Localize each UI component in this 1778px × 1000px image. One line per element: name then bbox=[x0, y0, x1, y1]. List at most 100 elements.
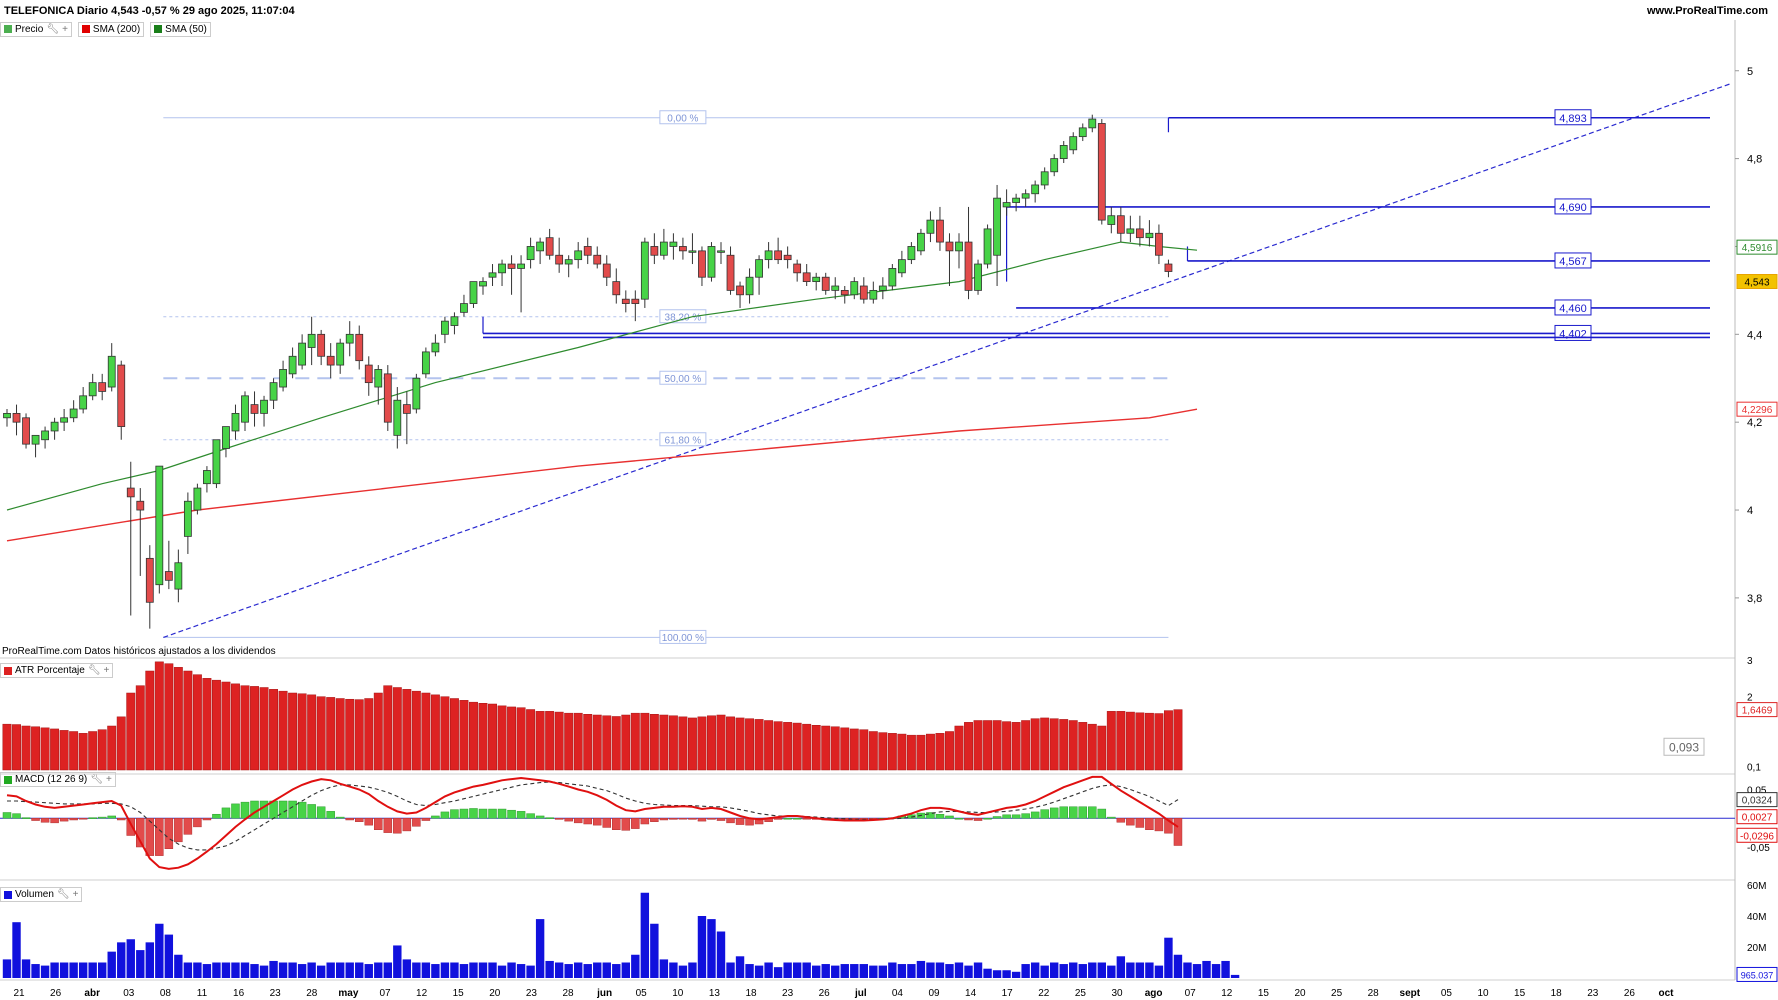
macd-signal-line bbox=[7, 781, 1179, 851]
volume-bar bbox=[716, 931, 726, 978]
fib-label-box bbox=[659, 370, 707, 385]
macd-value-tag-box bbox=[1736, 827, 1778, 843]
macd-hist-bar bbox=[126, 818, 136, 836]
macd-hist-bar bbox=[231, 803, 240, 819]
last-price-tag: 4,543 bbox=[1744, 278, 1769, 289]
date-tick-label: 07 bbox=[379, 988, 391, 999]
atr-bar bbox=[192, 674, 202, 771]
candle-body bbox=[126, 487, 135, 498]
candle-body bbox=[364, 364, 373, 384]
atr-bar bbox=[554, 711, 564, 771]
atr-box bbox=[1663, 737, 1705, 756]
volume-bar bbox=[107, 951, 116, 978]
candle-body bbox=[545, 237, 554, 256]
fib-label-box bbox=[659, 432, 707, 447]
wrench-icon[interactable]: 🔧︎ bbox=[87, 665, 101, 676]
plus-icon[interactable]: + bbox=[103, 665, 110, 676]
candle-body bbox=[98, 382, 107, 392]
volume-bar bbox=[878, 965, 888, 978]
date-tick-label: 23 bbox=[1587, 988, 1599, 999]
macd-hist-bar bbox=[259, 800, 269, 819]
atr-bar bbox=[316, 696, 326, 771]
volume-bar bbox=[707, 919, 716, 978]
atr-bar bbox=[69, 731, 79, 771]
plus-icon[interactable]: + bbox=[62, 23, 68, 35]
macd-hist-bar bbox=[374, 818, 383, 830]
volume-bar bbox=[545, 960, 554, 978]
candle-body bbox=[450, 316, 459, 326]
atr-bar bbox=[1135, 712, 1145, 771]
atr-bar bbox=[906, 734, 916, 771]
macd-hist-bar bbox=[621, 818, 631, 831]
macd-hist-bar bbox=[669, 818, 678, 820]
macd-hist-bar bbox=[1135, 818, 1145, 828]
atr-bar bbox=[1040, 717, 1050, 771]
volume-bar bbox=[554, 962, 564, 978]
macd-hist-bar bbox=[421, 818, 431, 821]
candle-body bbox=[878, 285, 887, 291]
atr-bar bbox=[40, 727, 50, 771]
candle-body bbox=[60, 417, 69, 423]
plus-icon[interactable]: + bbox=[72, 889, 79, 900]
macd-panel-label[interactable]: MACD (12 26 9) 🔧︎ + bbox=[0, 772, 116, 787]
volume-bar bbox=[1211, 964, 1221, 978]
atr-bar bbox=[754, 719, 764, 771]
macd-value-tag: -0,0296 bbox=[1740, 831, 1774, 842]
macd-hist-bar bbox=[631, 818, 640, 829]
atr-bar bbox=[745, 718, 755, 771]
level-label: 4,893 bbox=[1559, 113, 1587, 125]
atr-bar bbox=[269, 689, 279, 771]
candle-body bbox=[441, 320, 449, 335]
volume-bar bbox=[364, 964, 373, 978]
macd-hist-bar bbox=[450, 809, 459, 819]
wrench-icon[interactable]: 🔧︎ bbox=[56, 889, 70, 900]
volume-bar bbox=[78, 962, 88, 978]
date-tick-label: 15 bbox=[1258, 988, 1270, 999]
plus-icon[interactable]: + bbox=[105, 774, 112, 785]
macd-hist-bar bbox=[402, 818, 412, 832]
volume-bar bbox=[450, 962, 459, 978]
macd-hist-bar bbox=[640, 818, 650, 825]
atr-bar bbox=[840, 727, 850, 771]
macd-hist-bar bbox=[40, 818, 50, 823]
candle-body bbox=[526, 246, 535, 261]
date-tick-label: 26 bbox=[819, 988, 831, 999]
candle-body bbox=[831, 285, 840, 291]
macd-hist-bar bbox=[316, 806, 326, 819]
atr-tick-label: 0,1 bbox=[1747, 762, 1761, 773]
candle-body bbox=[374, 369, 383, 388]
atr-bar bbox=[992, 720, 1002, 771]
volume-bar bbox=[1192, 964, 1202, 978]
candle-body bbox=[593, 254, 602, 265]
candle-body bbox=[793, 263, 802, 274]
legend-sma50[interactable]: SMA (50) bbox=[150, 21, 211, 37]
volume-bar bbox=[726, 962, 735, 978]
candle-body bbox=[1126, 228, 1135, 234]
candle-body bbox=[222, 426, 230, 449]
candle-body bbox=[421, 351, 430, 375]
candle-body bbox=[688, 250, 697, 253]
atr-bar bbox=[1030, 718, 1040, 771]
wrench-icon[interactable]: 🔧︎ bbox=[46, 23, 60, 35]
macd-hist-bar bbox=[297, 801, 307, 819]
volume-bar bbox=[792, 962, 802, 978]
candle-body bbox=[12, 412, 21, 423]
date-tick-label: 15 bbox=[1514, 988, 1526, 999]
price-tick-label: 4 bbox=[1747, 505, 1753, 517]
legend-sma200[interactable]: SMA (200) bbox=[77, 21, 145, 37]
wrench-icon[interactable]: 🔧︎ bbox=[90, 774, 103, 785]
atr-panel-label[interactable]: ATR Porcentaje 🔧︎ + bbox=[0, 663, 114, 678]
candle-body bbox=[983, 228, 992, 265]
candle-body bbox=[1031, 184, 1040, 195]
volume-bar bbox=[326, 962, 335, 978]
macd-hist-bar bbox=[497, 808, 507, 819]
candle-body bbox=[1050, 158, 1059, 173]
brand-link[interactable]: www.ProRealTime.com bbox=[1646, 5, 1768, 17]
candle-body bbox=[22, 417, 30, 445]
macd-hist-bar bbox=[50, 818, 59, 824]
candle-body bbox=[1078, 127, 1087, 138]
volume-panel-label[interactable]: Volumen 🔧︎ + bbox=[0, 887, 83, 902]
atr-bar bbox=[707, 715, 716, 771]
legend-price[interactable]: Precio 🔧︎ + bbox=[0, 21, 72, 37]
